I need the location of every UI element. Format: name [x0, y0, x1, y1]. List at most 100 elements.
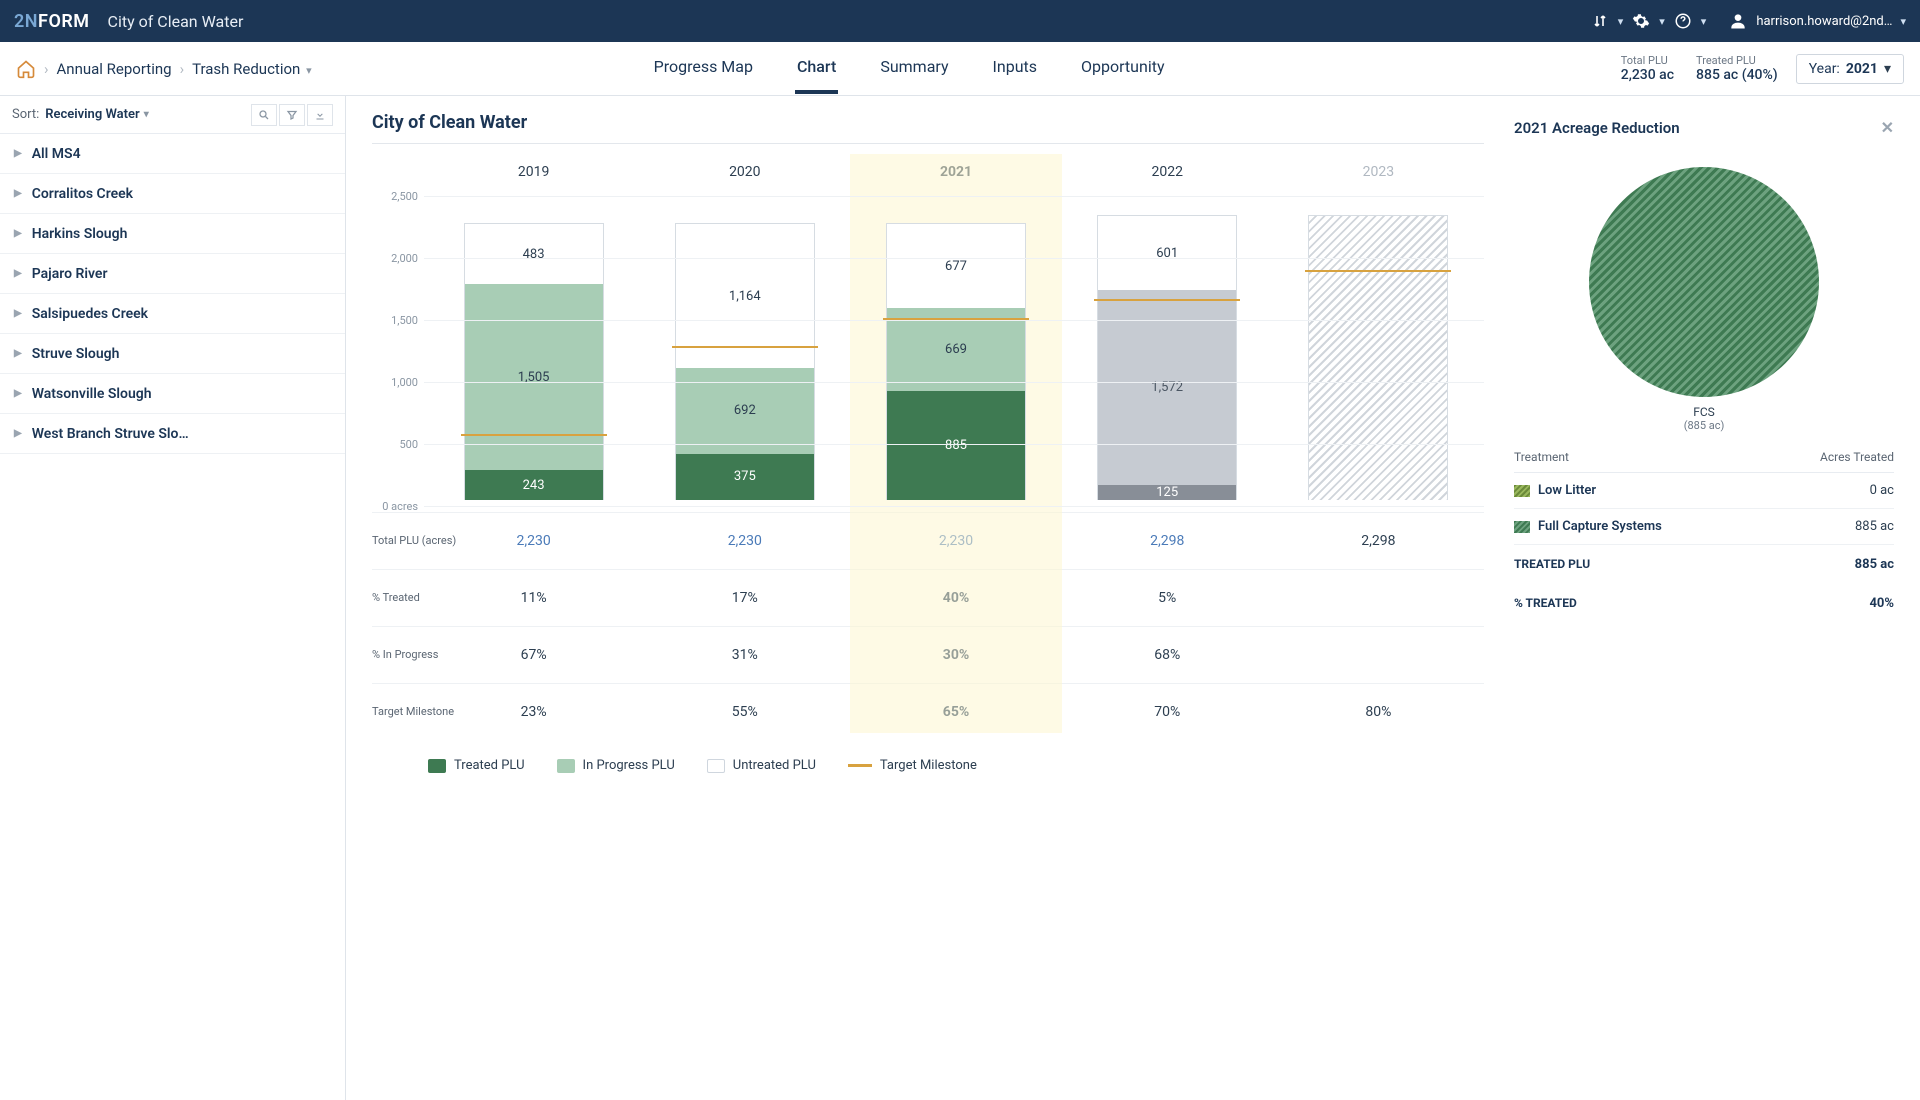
sidebar-item[interactable]: ▶All MS4 — [0, 134, 345, 174]
logo[interactable]: 2NFORM — [14, 11, 90, 32]
data-cell: 23% — [428, 704, 639, 720]
bar-column[interactable]: 2431,505483 — [428, 190, 639, 500]
y-axis-label: 1,500 — [372, 314, 424, 327]
topbar-icons: ▾ ▾ ▾ harrison.howard@2nd… ▾ — [1590, 11, 1906, 31]
y-axis-label: 2,000 — [372, 252, 424, 265]
data-cell[interactable]: 2,298 — [1062, 533, 1273, 549]
chevron-right-icon: › — [180, 60, 185, 78]
legend-untreated: Untreated PLU — [707, 758, 816, 773]
y-axis-label: 1,000 — [372, 376, 424, 389]
summary-row: % TREATED40% — [1514, 584, 1894, 623]
year-header[interactable]: 2022 — [1062, 154, 1273, 190]
bar-column[interactable]: 885669677 — [850, 190, 1061, 500]
tab-summary[interactable]: Summary — [878, 43, 950, 94]
chevron-down-icon[interactable]: ▾ — [1659, 15, 1665, 28]
milestone-line — [1094, 299, 1240, 301]
data-cell: 17% — [639, 590, 850, 606]
swatch-icon — [1514, 485, 1530, 497]
breadcrumb: › Annual Reporting › Trash Reduction ▾ — [16, 59, 312, 79]
nav-bar: › Annual Reporting › Trash Reduction ▾ P… — [0, 42, 1920, 96]
chevron-down-icon[interactable]: ▾ — [1701, 15, 1707, 28]
y-axis-label: 2,500 — [372, 190, 424, 203]
year-header[interactable]: 2020 — [639, 154, 850, 190]
data-cell: 68% — [1062, 647, 1273, 663]
data-cell: 80% — [1273, 704, 1484, 720]
user-email: harrison.howard@2nd… — [1756, 14, 1892, 29]
filter-icon[interactable] — [279, 104, 305, 126]
search-icon[interactable] — [251, 104, 277, 126]
data-cell — [1273, 647, 1484, 663]
data-cell — [1273, 590, 1484, 606]
metric-treated-plu: Treated PLU 885 ac (40%) — [1696, 54, 1778, 83]
tab-opportunity[interactable]: Opportunity — [1079, 43, 1167, 94]
pie-slice-fcs — [1589, 167, 1819, 397]
swatch-icon — [1514, 521, 1530, 533]
gear-icon[interactable] — [1631, 11, 1651, 31]
bar-column[interactable]: 1251,572601 — [1062, 190, 1273, 500]
breadcrumb-trash-reduction[interactable]: Trash Reduction ▾ — [192, 60, 312, 78]
year-select[interactable]: Year: 2021 ▾ — [1796, 54, 1904, 84]
sort-select[interactable]: Receiving Water ▾ — [45, 107, 148, 122]
legend-in-progress: In Progress PLU — [557, 758, 675, 773]
chart-area: City of Clean Water 20192020202120222023… — [372, 112, 1484, 1084]
caret-right-icon: ▶ — [14, 348, 22, 359]
year-header[interactable]: 2019 — [428, 154, 639, 190]
right-panel: 2021 Acreage Reduction ✕ FCS (885 ac) Tr… — [1514, 112, 1894, 1084]
logo-two: 2 — [14, 11, 25, 32]
sidebar-item[interactable]: ▶Watsonville Slough — [0, 374, 345, 414]
bar-segment: 677 — [887, 224, 1025, 308]
sidebar-item[interactable]: ▶West Branch Struve Slo… — [0, 414, 345, 454]
breadcrumb-annual-reporting[interactable]: Annual Reporting — [57, 60, 172, 78]
caret-right-icon: ▶ — [14, 428, 22, 439]
bar-column[interactable]: 3756921,164 — [639, 190, 850, 500]
y-axis-label: 500 — [372, 438, 424, 451]
pie-chart: FCS (885 ac) — [1514, 149, 1894, 442]
home-icon[interactable] — [16, 59, 36, 79]
legend-milestone: Target Milestone — [848, 758, 977, 773]
data-cell: 2,298 — [1273, 533, 1484, 549]
sidebar-item[interactable]: ▶Pajaro River — [0, 254, 345, 294]
data-cell: 67% — [428, 647, 639, 663]
bar-segment: 375 — [676, 454, 814, 500]
chart-legend: Treated PLU In Progress PLU Untreated PL… — [428, 758, 1484, 773]
milestone-line — [883, 318, 1029, 320]
sort-row: Sort: Receiving Water ▾ — [0, 96, 345, 134]
treatment-row: Full Capture Systems885 ac — [1514, 509, 1894, 545]
chevron-right-icon: › — [44, 60, 49, 78]
user-menu[interactable]: harrison.howard@2nd… ▾ — [1728, 11, 1906, 31]
data-cell[interactable]: 2,230 — [428, 533, 639, 549]
data-cell: 31% — [639, 647, 850, 663]
nav-metrics: Total PLU 2,230 ac Treated PLU 885 ac (4… — [1621, 54, 1778, 83]
logo-form: FORM — [38, 11, 90, 32]
sidebar-item[interactable]: ▶Struve Slough — [0, 334, 345, 374]
sidebar-item[interactable]: ▶Salsipuedes Creek — [0, 294, 345, 334]
help-icon[interactable] — [1673, 11, 1693, 31]
caret-right-icon: ▶ — [14, 268, 22, 279]
close-icon[interactable]: ✕ — [1881, 118, 1894, 137]
data-cell: 55% — [639, 704, 850, 720]
bar-column[interactable] — [1273, 190, 1484, 500]
top-bar: 2NFORM City of Clean Water ▾ ▾ ▾ harriso… — [0, 0, 1920, 42]
metric-total-plu: Total PLU 2,230 ac — [1621, 54, 1674, 83]
tab-chart[interactable]: Chart — [795, 43, 838, 94]
rpanel-title: 2021 Acreage Reduction — [1514, 119, 1680, 137]
year-header[interactable]: 2023 — [1273, 154, 1484, 190]
data-cell: 11% — [428, 590, 639, 606]
app-title: City of Clean Water — [108, 12, 244, 31]
tab-inputs[interactable]: Inputs — [991, 43, 1039, 94]
download-icon[interactable] — [307, 104, 333, 126]
chevron-down-icon[interactable]: ▾ — [1618, 15, 1624, 28]
caret-right-icon: ▶ — [14, 308, 22, 319]
data-cell[interactable]: 2,230 — [639, 533, 850, 549]
y-axis-label: 0 acres — [372, 500, 424, 513]
tab-progress-map[interactable]: Progress Map — [652, 43, 755, 94]
nav-tabs: Progress Map Chart Summary Inputs Opport… — [652, 43, 1167, 94]
sidebar-item[interactable]: ▶Harkins Slough — [0, 214, 345, 254]
caret-right-icon: ▶ — [14, 388, 22, 399]
caret-right-icon: ▶ — [14, 188, 22, 199]
sidebar-item[interactable]: ▶Corralitos Creek — [0, 174, 345, 214]
sort-toggle-icon[interactable] — [1590, 11, 1610, 31]
summary-row: TREATED PLU885 ac — [1514, 545, 1894, 584]
milestone-line — [672, 346, 818, 348]
chevron-down-icon: ▾ — [144, 109, 149, 120]
